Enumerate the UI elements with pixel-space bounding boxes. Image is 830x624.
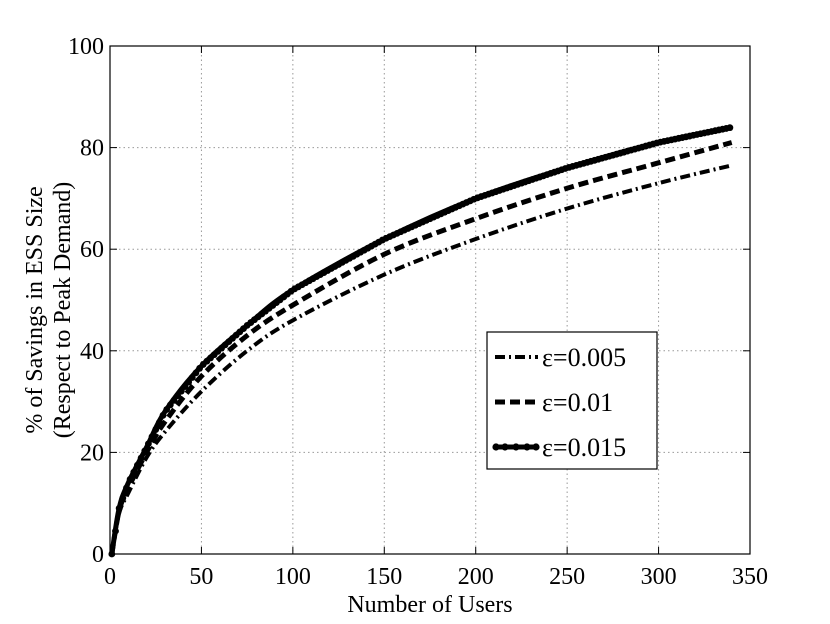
- series-marker: [152, 426, 160, 433]
- legend-label-2: ε=0.01: [542, 388, 613, 417]
- y-tick-label: 80: [80, 136, 104, 162]
- y-tick-label: 40: [80, 339, 104, 365]
- y-axis-title-line1: % of Savings in ESS Size: [22, 186, 48, 433]
- series-marker: [192, 369, 200, 377]
- series-marker: [148, 433, 156, 441]
- series-marker: [141, 447, 149, 455]
- y-tick-label: 100: [68, 34, 104, 60]
- series-marker: [126, 475, 134, 483]
- series-3: [108, 124, 734, 558]
- series-marker: [181, 383, 189, 391]
- series-marker: [137, 454, 145, 462]
- series-marker: [119, 494, 127, 502]
- series-marker: [159, 411, 167, 419]
- legend: ε=0.005 ε=0.01 ε=0.015: [486, 331, 658, 470]
- legend-label-3: ε=0.015: [542, 433, 626, 462]
- x-tick-label: 0: [104, 564, 116, 590]
- series-marker: [112, 527, 119, 535]
- series-marker: [174, 392, 182, 400]
- x-tick-label: 200: [458, 564, 494, 590]
- legend-marker: [501, 443, 509, 451]
- legend-label-1: ε=0.005: [542, 343, 626, 372]
- legend-marker: [523, 443, 531, 451]
- x-tick-label: 50: [189, 564, 213, 590]
- x-tick-label: 250: [549, 564, 585, 590]
- plot-area: [110, 46, 750, 554]
- x-tick-label: 350: [732, 564, 768, 590]
- x-tick-label: 100: [275, 564, 311, 590]
- series-marker: [726, 124, 734, 132]
- series-layer: [108, 124, 734, 558]
- y-tick-label: 60: [80, 237, 104, 263]
- series-marker: [134, 461, 141, 469]
- ticks: [109, 45, 751, 555]
- legend-marker: [512, 443, 520, 451]
- series-marker: [115, 504, 123, 512]
- y-tick-label: 20: [80, 440, 104, 466]
- tick-labels: 0 50 100 150 200 250 300 350 0 20 40 60 80 100: [68, 34, 768, 590]
- series-line: [109, 140, 733, 555]
- series-marker: [155, 419, 163, 426]
- series-marker: [170, 396, 178, 404]
- y-axis-title-line2: (Respect to Peak Demand): [50, 182, 76, 439]
- series-marker: [130, 468, 138, 476]
- series-marker: [163, 406, 171, 413]
- series-marker: [188, 374, 196, 381]
- x-tick-label: 300: [641, 564, 677, 590]
- series-marker: [185, 378, 193, 386]
- x-axis-title: Number of Users: [347, 592, 512, 618]
- x-tick-label: 150: [366, 564, 402, 590]
- series-marker: [177, 387, 185, 395]
- series-marker: [166, 401, 174, 409]
- plot-frame: [109, 45, 751, 555]
- series-marker: [123, 484, 130, 492]
- series-2: [109, 140, 733, 555]
- series-marker: [145, 440, 152, 448]
- legend-marker: [532, 443, 540, 451]
- y-tick-label: 0: [92, 542, 104, 568]
- legend-marker: [492, 443, 500, 451]
